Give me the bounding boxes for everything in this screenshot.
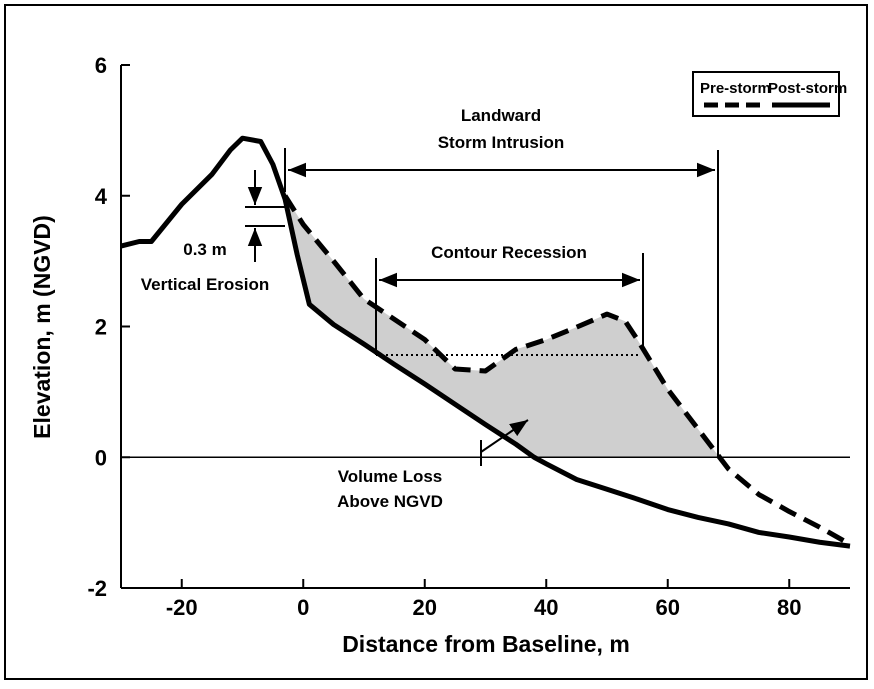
volume-loss-area: [285, 195, 720, 458]
annotation: Contour Recession: [431, 243, 587, 262]
x-tick-label: 0: [297, 595, 309, 620]
x-tick-label: 40: [534, 595, 558, 620]
y-axis-label: Elevation, m (NGVD): [29, 215, 55, 439]
x-tick-label: -20: [166, 595, 198, 620]
y-tick-label: 4: [95, 184, 108, 209]
x-tick-label: 60: [656, 595, 680, 620]
annotation: Volume Loss: [338, 467, 443, 486]
annotation: Landward: [461, 106, 541, 125]
series-line: [120, 135, 851, 549]
legend-box: [692, 71, 840, 117]
annotation: Vertical Erosion: [141, 275, 270, 294]
annotation: Above NGVD: [337, 492, 443, 511]
y-tick-label: 0: [95, 445, 107, 470]
frame: [4, 4, 868, 680]
y-tick-label: 2: [95, 315, 107, 340]
x-tick-label: 20: [413, 595, 437, 620]
legend-label: Post-storm: [768, 80, 847, 97]
fill-layer: [285, 195, 720, 458]
annotation: Storm Intrusion: [438, 133, 565, 152]
y-tick-label: -2: [87, 576, 107, 601]
annotation-lines: [245, 148, 719, 466]
legend-label: Pre-storm: [700, 80, 771, 97]
y-tick-label: 6: [95, 53, 107, 78]
annotation: 0.3 m: [183, 240, 226, 259]
series-line: [282, 194, 852, 547]
x-tick-label: 80: [777, 595, 801, 620]
x-axis-label: Distance from Baseline, m: [342, 631, 630, 657]
